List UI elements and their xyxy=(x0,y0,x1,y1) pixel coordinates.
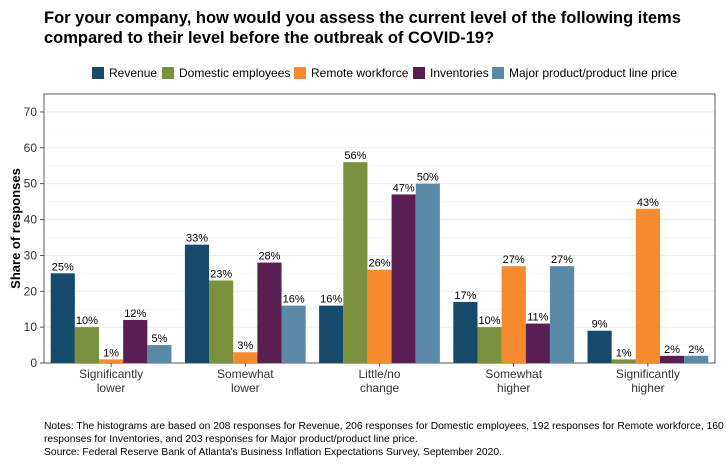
bar-value-label: 26% xyxy=(368,258,390,270)
bar-value-label: 27% xyxy=(551,254,573,266)
bar-value-label: 10% xyxy=(479,315,501,327)
bar-revenue-3 xyxy=(453,302,478,363)
legend-item-revenue: Revenue xyxy=(92,65,157,81)
bar-remote-workforce-0 xyxy=(99,359,124,363)
legend-item-inventories: Inventories xyxy=(413,65,489,81)
y-tick-label: 10 xyxy=(24,320,38,334)
bar-value-label: 12% xyxy=(124,308,146,320)
y-tick-label: 30 xyxy=(24,248,38,262)
legend-swatch-major-product-price xyxy=(492,67,504,79)
bar-value-label: 17% xyxy=(454,290,476,302)
bar-domestic-employees-1 xyxy=(209,280,234,363)
legend-swatch-domestic-employees xyxy=(162,67,174,79)
bar-major-product-product-line-price-1 xyxy=(281,305,306,363)
bar-value-label: 43% xyxy=(637,197,659,209)
y-tick-label: 0 xyxy=(30,356,37,370)
bar-value-label: 16% xyxy=(283,294,305,306)
y-tick-label: 20 xyxy=(24,284,38,298)
x-category-label: Little/no xyxy=(358,367,400,381)
bar-inventories-0 xyxy=(123,319,148,363)
bar-remote-workforce-1 xyxy=(233,352,258,363)
bar-revenue-1 xyxy=(184,244,210,363)
bar-value-label: 5% xyxy=(151,333,167,345)
bar-domestic-employees-2 xyxy=(343,162,368,363)
legend-swatch-inventories xyxy=(413,67,425,79)
bar-major-product-product-line-price-2 xyxy=(415,183,440,363)
bar-major-product-product-line-price-4 xyxy=(684,355,709,363)
bar-domestic-employees-0 xyxy=(74,327,100,363)
y-tick-label: 60 xyxy=(24,141,38,155)
x-category-label: lower xyxy=(97,381,126,395)
bar-value-label: 47% xyxy=(393,182,415,194)
legend-label-major-product-price: Major product/product line price xyxy=(509,66,678,80)
x-category-label: Somewhat xyxy=(485,367,542,381)
bar-value-label: 2% xyxy=(664,344,680,356)
x-category-label: Significantly xyxy=(616,367,680,381)
legend-swatch-remote-workforce xyxy=(294,67,306,79)
y-axis-title: Share of responses xyxy=(8,168,23,289)
x-category-label: Somewhat xyxy=(217,367,274,381)
bar-inventories-3 xyxy=(525,323,550,363)
notes-text: Notes: The histograms are based on 208 r… xyxy=(44,421,724,445)
legend-item-major-product-price: Major product/product line price xyxy=(492,65,677,81)
bar-value-label: 50% xyxy=(417,172,439,184)
bar-value-label: 3% xyxy=(237,340,253,352)
bar-value-label: 16% xyxy=(320,294,342,306)
bar-value-label: 27% xyxy=(503,254,525,266)
legend-label-remote-workforce: Remote workforce xyxy=(311,66,409,80)
bar-inventories-2 xyxy=(391,194,416,363)
bar-value-label: 1% xyxy=(616,347,632,359)
bar-revenue-2 xyxy=(319,305,344,363)
x-category-label: change xyxy=(360,381,400,395)
legend-item-remote-workforce: Remote workforce xyxy=(294,65,408,81)
chart-notes: Notes: The histograms are based on 208 r… xyxy=(44,420,724,459)
bar-value-label: 10% xyxy=(76,315,98,327)
bar-major-product-product-line-price-0 xyxy=(147,345,172,363)
bar-value-label: 56% xyxy=(344,150,366,162)
legend: Revenue Domestic employees Remote workfo… xyxy=(0,65,726,83)
bar-remote-workforce-4 xyxy=(635,208,660,363)
bar-value-label: 28% xyxy=(258,251,280,263)
bar-value-label: 11% xyxy=(527,312,548,324)
x-category-label: higher xyxy=(631,381,664,395)
legend-label-revenue: Revenue xyxy=(109,66,158,80)
chart-title: For your company, how would you assess t… xyxy=(44,9,681,47)
legend-item-domestic-employees: Domestic employees xyxy=(162,65,290,81)
bar-inventories-4 xyxy=(659,355,685,363)
bar-value-label: 9% xyxy=(592,319,608,331)
x-category-label: Significantly xyxy=(79,367,143,381)
x-category-label: higher xyxy=(497,381,530,395)
y-tick-label: 40 xyxy=(24,213,38,227)
bar-value-label: 25% xyxy=(52,261,74,273)
x-category-label: lower xyxy=(231,381,260,395)
legend-label-inventories: Inventories xyxy=(430,66,489,80)
y-tick-label: 50 xyxy=(24,177,38,191)
bar-value-label: 1% xyxy=(103,347,119,359)
bar-value-label: 33% xyxy=(186,233,208,245)
bar-remote-workforce-3 xyxy=(501,266,526,363)
source-text: Source: Federal Reserve Bank of Atlanta'… xyxy=(44,447,502,458)
bar-revenue-0 xyxy=(50,273,75,363)
bar-value-label: 2% xyxy=(688,344,704,356)
y-tick-label: 70 xyxy=(24,105,38,119)
bar-remote-workforce-2 xyxy=(367,269,392,363)
bar-domestic-employees-3 xyxy=(477,327,502,363)
bar-domestic-employees-4 xyxy=(611,359,636,363)
legend-label-domestic-employees: Domestic employees xyxy=(179,66,291,80)
bar-value-label: 23% xyxy=(210,269,232,281)
bar-revenue-4 xyxy=(587,330,612,363)
legend-swatch-revenue xyxy=(92,67,104,79)
bar-inventories-1 xyxy=(257,262,282,363)
bar-major-product-product-line-price-3 xyxy=(549,266,575,363)
